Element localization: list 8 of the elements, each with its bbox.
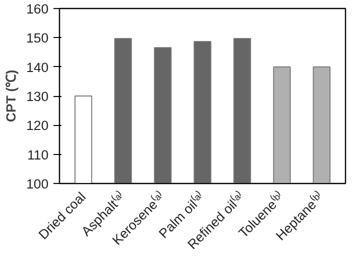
y-tick-label: 110	[27, 147, 48, 162]
y-tick-label: 160	[26, 2, 49, 16]
y-tick-label: 120	[26, 118, 49, 134]
y-tick-label: 100	[26, 176, 49, 192]
y-tick-label: 150	[26, 30, 49, 46]
y-tick-label: 130	[26, 89, 49, 104]
y-axis-title: CPT (℃)	[3, 70, 18, 122]
y-tick-label: 140	[26, 60, 49, 75]
